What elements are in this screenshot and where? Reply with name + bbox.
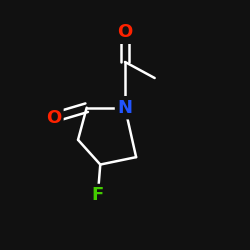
- Text: O: O: [46, 108, 61, 126]
- Text: O: O: [118, 23, 132, 41]
- Text: N: N: [118, 99, 132, 117]
- Text: F: F: [92, 186, 104, 204]
